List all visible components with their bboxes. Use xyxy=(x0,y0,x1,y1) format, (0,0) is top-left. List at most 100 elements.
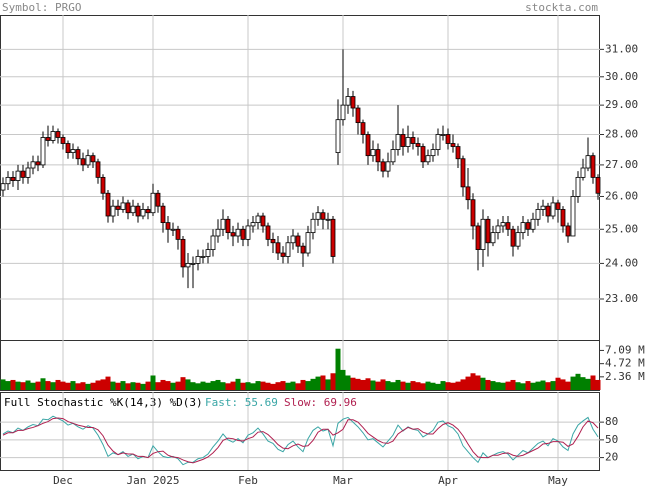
candle-body xyxy=(280,252,286,257)
candle-body xyxy=(560,209,566,227)
candle-body xyxy=(565,225,571,237)
candle-body xyxy=(130,205,136,214)
candle-body xyxy=(525,222,531,230)
volume-bar xyxy=(540,380,546,390)
candle-body xyxy=(250,222,256,227)
candle-body xyxy=(410,137,416,144)
volume-bar xyxy=(200,381,206,390)
y-tick-label: 28.00 xyxy=(605,127,638,140)
volume-bar xyxy=(440,381,446,390)
volume-bar xyxy=(15,381,21,390)
candle-body xyxy=(55,131,61,138)
candle-body xyxy=(20,170,26,178)
candle-body xyxy=(150,192,156,214)
candle-body xyxy=(230,232,236,237)
candle-body xyxy=(350,96,356,109)
candle-body xyxy=(95,161,101,178)
candle-body xyxy=(320,212,326,220)
volume-bar xyxy=(265,382,271,390)
stochastic-title: Full Stochastic %K(14,3) %D(3) xyxy=(4,396,203,409)
candle-body xyxy=(260,215,266,227)
candle-body xyxy=(5,176,11,185)
volume-bar xyxy=(555,377,561,390)
candle-body xyxy=(395,134,401,150)
volume-bar xyxy=(90,382,96,390)
candle-body xyxy=(295,235,301,247)
y-tick-label: 4.72 M xyxy=(605,357,645,370)
volume-bar xyxy=(445,382,451,390)
y-tick-label: 24.00 xyxy=(605,256,638,269)
candle-body xyxy=(360,122,366,135)
x-tick-label: May xyxy=(548,474,568,486)
volume-bar xyxy=(515,382,521,390)
volume-bar xyxy=(585,378,591,390)
candle-body xyxy=(450,143,456,147)
candle-body xyxy=(530,218,536,230)
price-panel xyxy=(0,15,600,341)
candle-body xyxy=(480,218,486,250)
volume-bar xyxy=(75,383,81,390)
candle-body xyxy=(315,212,321,220)
volume-bar xyxy=(25,380,31,390)
candle-body xyxy=(105,192,111,217)
volume-bar xyxy=(85,383,91,390)
volume-bar xyxy=(270,383,276,390)
candle-body xyxy=(575,176,581,197)
candle-body xyxy=(405,137,411,147)
volume-bar xyxy=(355,378,361,390)
legend-entry: Fast: 55.69 xyxy=(205,396,278,409)
volume-bar xyxy=(580,377,586,390)
candle-body xyxy=(190,263,196,265)
candle-body xyxy=(540,205,546,210)
candle-body xyxy=(120,202,126,210)
volume-bar xyxy=(105,376,111,390)
candle-body xyxy=(550,202,556,217)
volume-bar xyxy=(325,379,331,390)
volume-bar xyxy=(165,381,171,390)
candle-body xyxy=(515,232,521,247)
candle-body xyxy=(435,134,441,150)
volume-bar xyxy=(160,379,166,390)
y-tick-label: 2.36 M xyxy=(605,370,645,383)
candle-body xyxy=(10,176,16,181)
candle-body xyxy=(265,225,271,240)
candle-body xyxy=(215,228,221,237)
y-tick-label: 80 xyxy=(605,415,618,428)
candle-body xyxy=(45,137,51,141)
candle-body xyxy=(520,222,526,234)
candle-body xyxy=(490,232,496,244)
volume-bar xyxy=(185,379,191,390)
volume-bar xyxy=(365,378,371,390)
volume-bar xyxy=(170,382,176,390)
candle-body xyxy=(415,143,421,147)
candle-body xyxy=(345,96,351,106)
y-tick-label: 31.00 xyxy=(605,42,638,55)
volume-bar xyxy=(250,383,256,390)
candle-body xyxy=(585,155,591,169)
candle-body xyxy=(65,143,71,154)
volume-bar xyxy=(240,382,246,390)
volume-bar xyxy=(430,382,436,390)
volume-bar xyxy=(545,382,551,390)
volume-bar xyxy=(510,379,516,390)
candle-body xyxy=(160,205,166,224)
volume-bar xyxy=(115,382,121,390)
candle-body xyxy=(340,104,346,121)
volume-bar xyxy=(560,379,566,390)
volume-bar xyxy=(340,369,346,390)
stochastic-line xyxy=(2,415,599,466)
volume-bar xyxy=(390,382,396,390)
candle-body xyxy=(470,199,476,227)
candle-body xyxy=(455,146,461,160)
x-tick-label: Feb xyxy=(238,474,258,486)
volume-bar xyxy=(175,381,181,390)
candle-body xyxy=(570,196,576,237)
candle-body xyxy=(100,176,106,194)
candle-body xyxy=(80,158,86,166)
volume-bar xyxy=(565,381,571,390)
candle-body xyxy=(375,149,381,163)
candle-body xyxy=(355,107,361,124)
candle-body xyxy=(290,235,296,244)
candle-body xyxy=(145,209,151,214)
